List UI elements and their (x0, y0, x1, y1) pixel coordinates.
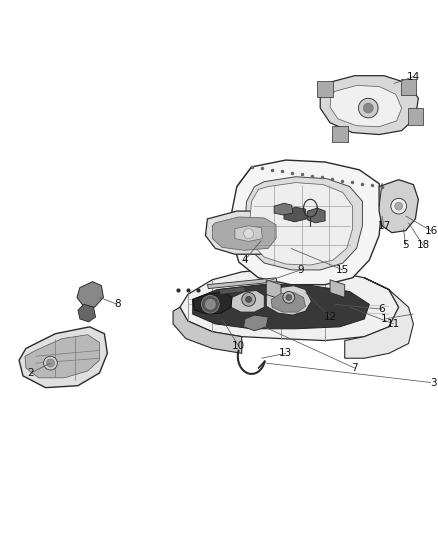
Text: 15: 15 (336, 265, 350, 275)
Polygon shape (250, 183, 353, 265)
Polygon shape (193, 285, 369, 329)
Polygon shape (332, 126, 348, 142)
Polygon shape (244, 315, 268, 331)
Circle shape (364, 103, 373, 113)
Text: 12: 12 (323, 312, 337, 322)
Text: 6: 6 (379, 304, 385, 314)
Polygon shape (78, 304, 95, 322)
Text: 16: 16 (424, 225, 438, 236)
Circle shape (358, 98, 378, 118)
Polygon shape (235, 226, 262, 241)
Polygon shape (271, 293, 306, 312)
Polygon shape (77, 282, 103, 307)
Polygon shape (25, 335, 99, 378)
Text: 5: 5 (402, 240, 409, 251)
Text: 7: 7 (351, 363, 358, 373)
Circle shape (395, 202, 403, 210)
Polygon shape (219, 287, 246, 294)
Polygon shape (407, 108, 423, 125)
Polygon shape (208, 278, 277, 288)
Text: 17: 17 (378, 221, 391, 231)
Polygon shape (317, 80, 333, 97)
Polygon shape (330, 85, 402, 127)
Text: 3: 3 (430, 378, 436, 387)
Text: 1: 1 (381, 314, 387, 324)
Polygon shape (245, 177, 362, 270)
Circle shape (244, 229, 254, 239)
Text: 10: 10 (232, 342, 245, 351)
Polygon shape (274, 203, 293, 215)
Polygon shape (307, 208, 325, 223)
Polygon shape (345, 278, 413, 358)
Text: 2: 2 (28, 368, 34, 378)
Polygon shape (266, 280, 281, 300)
Circle shape (205, 300, 215, 309)
Polygon shape (193, 293, 232, 314)
Text: 4: 4 (241, 255, 248, 265)
Circle shape (283, 292, 295, 303)
Text: 9: 9 (297, 265, 304, 275)
Polygon shape (173, 307, 242, 353)
Circle shape (43, 356, 57, 370)
Text: 14: 14 (407, 71, 420, 82)
Circle shape (286, 294, 292, 301)
Polygon shape (212, 217, 276, 251)
Text: 8: 8 (114, 299, 120, 309)
Text: 18: 18 (417, 240, 430, 251)
Polygon shape (330, 280, 345, 297)
Text: 11: 11 (387, 319, 400, 329)
Circle shape (201, 295, 219, 313)
Polygon shape (266, 286, 311, 315)
Text: 13: 13 (279, 349, 293, 358)
Circle shape (242, 293, 255, 306)
Polygon shape (232, 160, 382, 285)
Polygon shape (231, 290, 264, 312)
Polygon shape (284, 207, 307, 222)
Polygon shape (320, 76, 418, 134)
Polygon shape (180, 268, 399, 341)
Circle shape (246, 296, 251, 302)
Polygon shape (379, 180, 418, 232)
Circle shape (391, 198, 406, 214)
Polygon shape (205, 211, 286, 254)
Polygon shape (19, 327, 107, 387)
Polygon shape (401, 79, 417, 95)
Circle shape (46, 359, 54, 367)
